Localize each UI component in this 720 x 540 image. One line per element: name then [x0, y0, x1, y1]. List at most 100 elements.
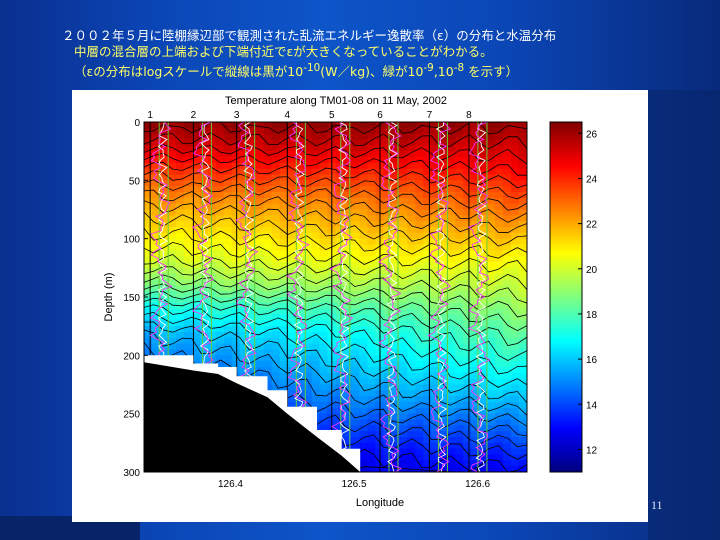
heatmap-cell [263, 238, 273, 246]
heatmap-cell [303, 244, 313, 251]
heatmap-cell [511, 238, 520, 246]
heatmap-cell [423, 407, 432, 415]
heatmap-cell [263, 168, 273, 176]
isotherm-line [144, 189, 527, 223]
heatmap-cell [255, 273, 265, 281]
heatmap-cell [335, 279, 345, 286]
heatmap-cell [463, 139, 472, 146]
heatmap-cell [519, 367, 527, 374]
heatmap-cell [487, 343, 496, 351]
heatmap-cell [279, 267, 289, 275]
heatmap-cell [471, 407, 480, 415]
heatmap-cell [351, 302, 361, 310]
heatmap-cell [479, 384, 488, 391]
heatmap-cell [455, 355, 464, 362]
heatmap-cell [455, 180, 464, 187]
heatmap-cell [487, 332, 496, 339]
heatmap-cell [343, 186, 353, 193]
heatmap-cell [455, 162, 464, 170]
y-tick-label: 300 [123, 468, 140, 479]
heatmap-cell [263, 314, 273, 321]
heatmap-cell [463, 413, 472, 421]
heatmap-cell [335, 332, 345, 339]
heatmap-cell [144, 174, 153, 181]
heatmap-cell [191, 273, 201, 281]
heatmap-cell [431, 326, 440, 333]
chart-title: Temperature along TM01-08 on 11 May, 200… [225, 95, 447, 107]
heatmap-cell [231, 186, 241, 193]
heatmap-cell [151, 174, 161, 181]
heatmap-cell [439, 372, 448, 380]
heatmap-cell [503, 238, 512, 246]
heatmap-cell [295, 244, 305, 251]
heatmap-cell [151, 320, 161, 327]
heatmap-cell [335, 413, 345, 421]
heatmap-cell [255, 326, 265, 333]
heatmap-cell [319, 192, 329, 199]
heatmap-cell [287, 361, 297, 368]
heatmap-cell [495, 291, 504, 298]
heatmap-cell [471, 244, 480, 251]
heatmap-cell [343, 145, 353, 152]
heatmap-cell [239, 162, 249, 170]
heatmap-cell [279, 168, 289, 176]
heatmap-cell [359, 466, 369, 472]
heatmap-cell [503, 279, 512, 286]
heatmap-cell [479, 378, 488, 386]
heatmap-cell [311, 326, 321, 333]
heatmap-cell [215, 279, 225, 286]
heatmap-cell [415, 460, 424, 467]
heatmap-cell [319, 297, 329, 304]
heatmap-cell [415, 308, 424, 316]
heatmap-cell [207, 197, 217, 205]
heatmap-cell [519, 157, 527, 164]
heatmap-cell [455, 221, 464, 228]
heatmap-cell [495, 320, 504, 327]
heatmap-cell [463, 273, 472, 281]
heatmap-cell [503, 431, 512, 438]
heatmap-cell [311, 285, 321, 292]
heatmap-cell [343, 425, 353, 432]
heatmap-cell [503, 145, 512, 152]
heatmap-cell [511, 162, 520, 170]
heatmap-cell [447, 425, 456, 432]
heatmap-cell [479, 127, 488, 135]
heatmap-cell [311, 367, 321, 374]
heatmap-cell [279, 291, 289, 298]
heatmap-cell [144, 267, 153, 275]
heatmap-cell [447, 355, 456, 362]
heatmap-cell [479, 297, 488, 304]
heatmap-cell [471, 390, 480, 397]
heatmap-cell [391, 209, 400, 216]
heatmap-cell [271, 151, 281, 158]
heatmap-cell [311, 232, 321, 240]
heatmap-cell [407, 349, 416, 356]
heatmap-cell [479, 174, 488, 181]
heatmap-cell [167, 314, 177, 321]
heatmap-cell [383, 308, 392, 316]
heatmap-cell [144, 168, 153, 176]
heatmap-cell [207, 262, 217, 269]
heatmap-cell [383, 297, 392, 304]
heatmap-cell [415, 139, 424, 146]
heatmap-cell [391, 215, 400, 222]
heatmap-cell [279, 215, 289, 222]
heatmap-cell [431, 250, 440, 257]
heatmap-cell [439, 244, 448, 251]
heatmap-cell [399, 209, 408, 216]
heatmap-cell [463, 151, 472, 158]
heatmap-cell [191, 209, 201, 216]
heatmap-cell [495, 361, 504, 368]
heatmap-cell [415, 215, 424, 222]
heatmap-cell [399, 192, 408, 199]
heatmap-cell [247, 250, 257, 257]
isotherm-line [144, 152, 527, 176]
heatmap-cell [183, 244, 193, 251]
heatmap-cell [271, 314, 281, 321]
heatmap-cell [407, 221, 416, 228]
heatmap-cell [351, 384, 361, 391]
heatmap-cell [231, 349, 241, 356]
heatmap-cell [199, 279, 209, 286]
heatmap-cell [367, 349, 376, 356]
heatmap-cell [407, 285, 416, 292]
